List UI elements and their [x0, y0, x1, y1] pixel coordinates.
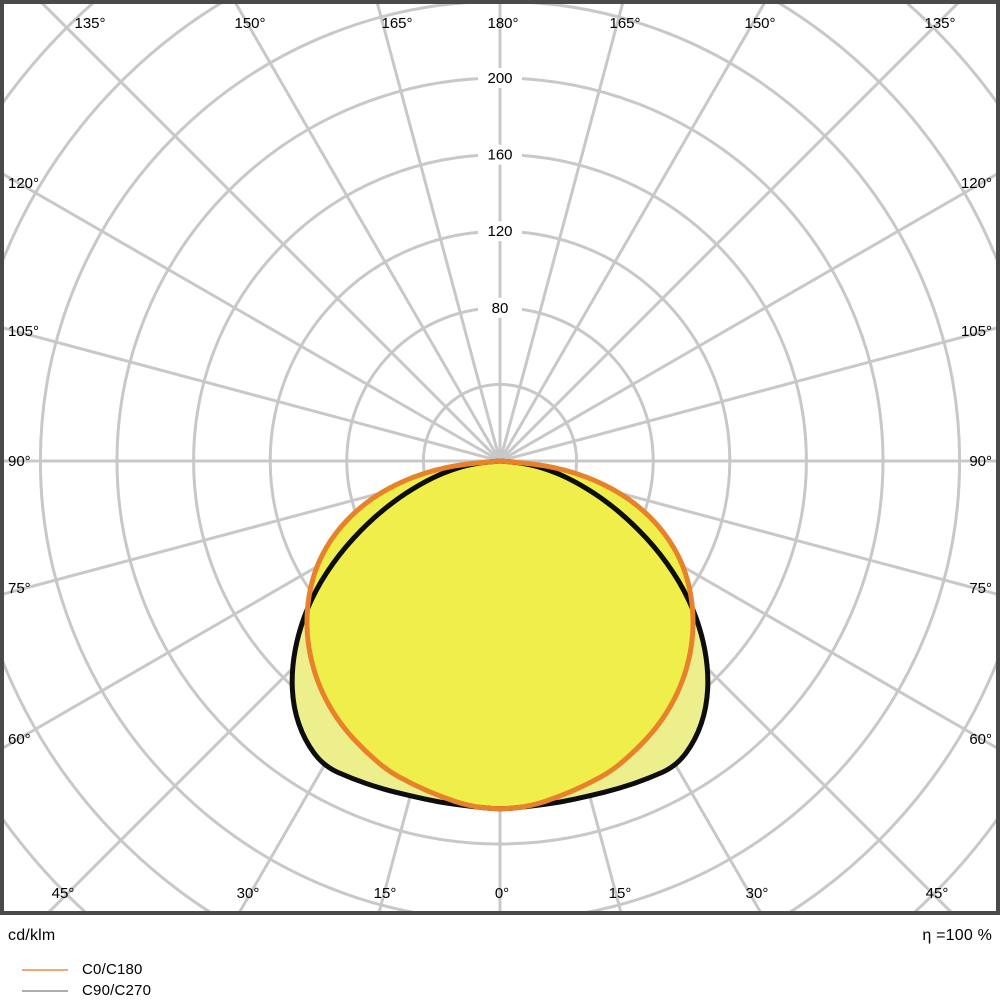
legend-swatch-c0-c180	[22, 968, 68, 971]
angular-tick-labels: 135° 150° 165° 180° 165° 150° 135° 45° 30° 15° 0° 1…	[8, 15, 992, 902]
angle-label-top: 135°	[924, 15, 955, 32]
angle-label-bottom: 45°	[926, 885, 949, 902]
angle-label-right: 60°	[969, 731, 992, 748]
radial-tick-label-bg	[478, 68, 522, 88]
series-line-c0-c180	[304, 458, 696, 812]
angle-label-left: 120°	[8, 175, 39, 192]
legend-swatch-c90-c270	[22, 989, 68, 992]
angle-label-left: 60°	[8, 731, 31, 748]
efficiency-label: η =100 %	[922, 927, 992, 944]
angle-label-bottom: 15°	[609, 885, 632, 902]
radial-tick-label-bg	[478, 144, 522, 165]
legend-label: C0/C180	[82, 961, 143, 978]
radial-tick-label: 80	[492, 300, 509, 317]
angle-label-right: 120°	[961, 175, 992, 192]
unit-label: cd/klm	[8, 927, 56, 944]
radial-tick-label: 120	[487, 223, 512, 240]
series-fill-c0-c180	[306, 461, 694, 809]
legend-item: C90/C270	[0, 980, 1000, 1001]
footer-row: cd/klm η =100 %	[0, 927, 1000, 949]
angle-label-top: 165°	[381, 15, 412, 32]
angle-label-left: 75°	[8, 580, 31, 597]
chart-footer: cd/klm η =100 % C0/C180 C90/C270	[0, 915, 1000, 1000]
radial-tick-labels: 80 120 160 200	[478, 68, 522, 318]
angle-label-top: 165°	[609, 15, 640, 32]
chart-border	[0, 0, 1000, 915]
polar-series-layer	[289, 458, 711, 812]
angle-label-top: 180°	[487, 15, 518, 32]
angle-label-top: 150°	[744, 15, 775, 32]
angle-label-top: 135°	[74, 15, 105, 32]
angle-label-bottom: 30°	[237, 885, 260, 902]
radial-tick-label-bg	[478, 297, 522, 318]
legend-item: C0/C180	[0, 959, 1000, 980]
chart-legend: C0/C180 C90/C270	[0, 959, 1000, 1001]
angle-label-bottom: 0°	[495, 885, 509, 902]
angle-label-left: 90°	[8, 453, 31, 470]
angle-label-bottom: 45°	[52, 885, 75, 902]
angle-label-bottom: 30°	[746, 885, 769, 902]
angle-label-right: 75°	[969, 580, 992, 597]
angle-label-right: 90°	[969, 453, 992, 470]
radial-tick-label: 200	[487, 70, 512, 87]
angle-label-right: 105°	[961, 323, 992, 340]
legend-label: C90/C270	[82, 982, 152, 999]
polar-chart-frame: 80 120 160 200 135° 150° 165° 180° 165° 150° 135°…	[0, 0, 1000, 915]
angle-label-bottom: 15°	[374, 885, 397, 902]
angle-label-top: 150°	[234, 15, 265, 32]
angle-label-left: 105°	[8, 323, 39, 340]
radial-tick-label-bg	[478, 221, 522, 242]
radial-tick-label: 160	[487, 147, 512, 164]
